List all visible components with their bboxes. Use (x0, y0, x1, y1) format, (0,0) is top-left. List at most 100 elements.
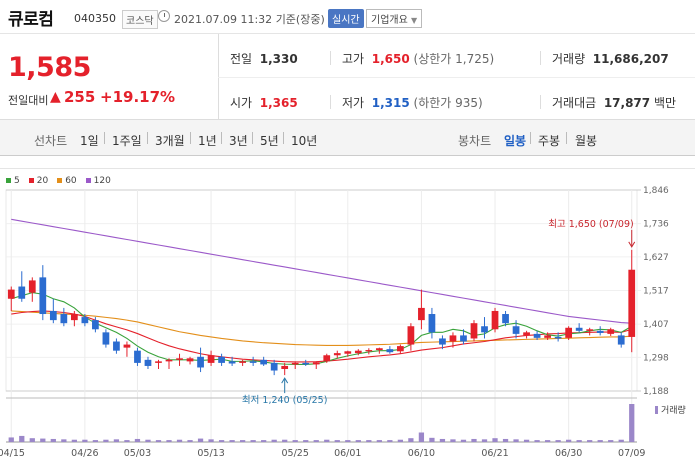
volume-bar (429, 437, 435, 442)
volume-bar (113, 439, 120, 442)
candle-body (60, 314, 68, 324)
tab-3m[interactable]: 3개월 (155, 134, 185, 148)
volume-bar (187, 440, 193, 442)
candle-body (70, 314, 78, 321)
candle-body (533, 333, 541, 338)
high-value: 1,650 (371, 52, 410, 66)
candle-body (523, 332, 530, 336)
market-badge: 코스닥 (122, 10, 158, 29)
candle-body (418, 307, 425, 321)
open-field: 시가 1,365 (230, 94, 298, 111)
candle-body (291, 362, 299, 365)
open-label: 시가 (230, 96, 253, 110)
quote-datetime: 2021.07.09 11:32 (174, 13, 273, 26)
tab-10y[interactable]: 10년 (291, 134, 318, 148)
tab-5y[interactable]: 5년 (260, 134, 279, 148)
y-tick-label: 1,407 (643, 320, 669, 330)
volume-bar (376, 440, 382, 442)
tab-monthly[interactable]: 월봉 (575, 134, 598, 148)
chart-period-tabs: 선차트 1일 1주일 3개월 1년 3년 5년 10년 봉차트 일봉 주봉 월봉 (0, 120, 695, 156)
volume-bar (355, 440, 361, 442)
quote-time: 2021.07.09 11:32 기준(장중) (174, 11, 325, 27)
x-tick-label: 06/10 (408, 448, 435, 459)
x-tick-label: 06/30 (555, 448, 582, 459)
prev-close-value: 1,330 (259, 52, 298, 66)
change-percent: +19.17% (100, 88, 176, 106)
legend-ma20: 20 (28, 176, 49, 186)
tab-weekly[interactable]: 주봉 (538, 134, 561, 148)
quote-basis: 기준(장중) (275, 13, 325, 26)
tab-1y[interactable]: 1년 (198, 134, 217, 148)
y-tick-label: 1,736 (643, 220, 669, 230)
candle-body (260, 359, 268, 365)
candle-body (607, 329, 615, 334)
candle-body (544, 335, 551, 338)
candlestick-chart[interactable]: 1,846 1,736 1,627 1,517 1,407 1,298 1,188 04/15… (0, 156, 695, 476)
corp-info-label: 기업개요 (371, 15, 408, 26)
candle-body (354, 350, 362, 354)
divider (330, 51, 331, 65)
volume-bar (439, 438, 446, 442)
volume-bar (103, 439, 109, 442)
volume-bar (334, 440, 340, 442)
candle-body (575, 327, 583, 331)
candle-body (386, 349, 394, 353)
volume-bar (145, 439, 151, 442)
candle-body (365, 350, 373, 352)
divider (218, 77, 695, 78)
x-tick-label: 07/09 (618, 448, 645, 459)
volume-bar (366, 440, 372, 442)
legend-label: 20 (36, 176, 49, 186)
volume-bar (176, 439, 183, 442)
volume-bar (587, 440, 593, 442)
volume-bar (40, 438, 46, 442)
candle-body (323, 355, 331, 362)
high-field: 고가 1,650 (상한가 1,725) (342, 50, 494, 67)
volume-bar (29, 438, 35, 442)
clock-icon (158, 10, 170, 22)
volume-bar (460, 439, 467, 442)
ma5-line (11, 292, 633, 365)
legend-label: 60 (65, 176, 77, 186)
y-tick-label: 1,627 (643, 253, 669, 263)
volume-bar (534, 440, 540, 442)
change-value: 255 (64, 88, 96, 106)
candle-body (344, 351, 352, 354)
candle-body (239, 361, 246, 363)
volume-bar (82, 439, 88, 442)
candle-body (375, 348, 383, 351)
volume-bar (19, 435, 25, 442)
candle-body (197, 356, 204, 368)
amount-unit: 백만 (653, 96, 677, 110)
tab-daily[interactable]: 일봉 (504, 134, 527, 148)
tab-1d[interactable]: 1일 (80, 134, 99, 148)
volume-legend-swatch (655, 406, 658, 414)
prev-close-label: 전일 (230, 52, 253, 66)
candle-body (49, 310, 57, 321)
tab-1w[interactable]: 1주일 (112, 134, 142, 148)
low-arrow-head (281, 377, 289, 384)
volume-bar (134, 438, 141, 442)
divider (330, 95, 331, 109)
volume-bar (166, 440, 172, 442)
volume-bar (197, 438, 204, 442)
ma-legend: 5 20 60 120 (6, 176, 120, 186)
x-tick-label: 04/15 (0, 448, 25, 459)
volume-bar (629, 404, 635, 442)
change-label: 전일대비 (8, 94, 49, 107)
low-annotation: 최저 1,240 (05/25) (242, 395, 328, 406)
x-tick-label: 04/26 (71, 448, 98, 459)
volume-bar (239, 440, 246, 442)
candle-body (218, 356, 225, 363)
realtime-button[interactable]: 실시간 (328, 9, 364, 28)
stock-header: 큐로컴 040350 코스닥 2021.07.09 11:32 기준(장중) 실… (0, 0, 695, 34)
amount-label: 거래대금 (552, 96, 597, 110)
x-tick-label: 05/13 (197, 448, 224, 459)
legend-ma120: 120 (85, 176, 111, 186)
candle-body (92, 320, 99, 330)
candle-body (123, 344, 131, 348)
candle-body (512, 326, 520, 334)
up-triangle-icon: ▲ (50, 89, 61, 105)
tab-3y[interactable]: 3년 (229, 134, 248, 148)
corp-info-dropdown[interactable]: 기업개요 ▼ (366, 9, 423, 28)
